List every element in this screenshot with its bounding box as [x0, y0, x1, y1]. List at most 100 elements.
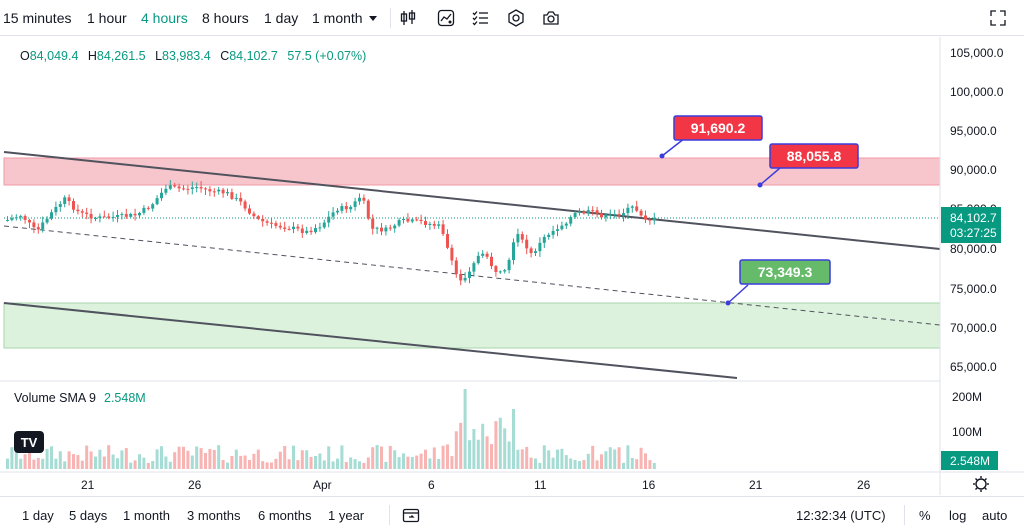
bottom-divider: [904, 505, 905, 525]
volume-bar: [459, 422, 463, 469]
volume-bar: [388, 445, 392, 469]
volume-bar: [529, 457, 533, 469]
timeframe-4h[interactable]: 4 hours: [141, 10, 188, 26]
timeframe-1h[interactable]: 1 hour: [87, 10, 127, 26]
candle-body: [485, 253, 489, 257]
volume-legend: Volume SMA 9 2.548M: [14, 391, 146, 405]
volume-bar: [318, 453, 322, 469]
auto-toggle[interactable]: auto: [982, 508, 1008, 523]
volume-bar: [564, 455, 568, 469]
volume-bar: [41, 458, 45, 469]
fullscreen-icon[interactable]: [988, 8, 1008, 28]
range-1d[interactable]: 1 day: [22, 508, 54, 523]
volume-bar: [327, 446, 331, 469]
candle-body: [463, 277, 467, 281]
volume-bar: [296, 460, 300, 469]
candles-icon[interactable]: [398, 8, 418, 28]
candle-body: [221, 189, 225, 194]
range-5d[interactable]: 5 days: [69, 508, 108, 523]
volume-bar: [353, 459, 357, 469]
candle-body: [151, 204, 155, 209]
candle-body: [384, 227, 388, 232]
settings-icon[interactable]: [506, 8, 526, 28]
timeframe-1d[interactable]: 1 day: [264, 10, 299, 26]
candle-body: [402, 218, 405, 221]
lower-trendline[interactable]: [3, 302, 738, 379]
timeframe-15m[interactable]: 15 minutes: [3, 10, 72, 26]
volume-bar: [463, 389, 467, 469]
volume-bar: [133, 460, 137, 469]
chart-area[interactable]: 105,000.0 100,000.0 95,000.0 90,000.0 85…: [0, 37, 1024, 495]
volume-bar: [278, 451, 282, 469]
callout-lower-red-text: 88,055.8: [787, 148, 842, 164]
timeframe-8h[interactable]: 8 hours: [202, 10, 249, 26]
volume-bar: [419, 453, 423, 469]
volume-bar: [358, 461, 361, 469]
volume-bar: [168, 461, 172, 469]
range-1y[interactable]: 1 year: [328, 508, 365, 523]
range-6m[interactable]: 6 months: [258, 508, 312, 523]
range-3m[interactable]: 3 months: [187, 508, 241, 523]
volume-bar: [190, 455, 194, 469]
candle-body: [498, 271, 502, 273]
volume-bar: [622, 462, 625, 469]
volume-title: Volume SMA 9: [14, 391, 96, 405]
percent-toggle[interactable]: %: [919, 508, 931, 523]
callout-lower-red[interactable]: 88,055.8: [757, 143, 859, 188]
volume-bar: [243, 455, 247, 469]
mid-trendline[interactable]: [3, 225, 941, 326]
date-axis-label: Apr: [313, 478, 332, 492]
volume-bar: [36, 457, 40, 469]
candle-body: [199, 187, 203, 189]
chart-settings-icon[interactable]: [973, 476, 989, 492]
volume-bar: [76, 455, 80, 469]
candle-body: [327, 216, 331, 223]
volume-bar: [613, 449, 617, 469]
volume-bar: [586, 453, 590, 469]
tradingview-logo[interactable]: TV: [14, 431, 44, 453]
price-axis-label: 65,000.0: [950, 360, 997, 374]
volume-bar: [322, 460, 326, 469]
candle-body: [124, 214, 128, 217]
candle-body: [371, 218, 375, 229]
log-toggle[interactable]: log: [949, 508, 967, 523]
volume-bar: [199, 448, 203, 469]
volume-bar: [23, 454, 27, 469]
volume-bar: [256, 449, 260, 469]
volume-bar: [639, 447, 643, 469]
date-axis-label: 26: [188, 478, 202, 492]
volume-bar: [534, 458, 537, 469]
chart-canvas[interactable]: 105,000.0 100,000.0 95,000.0 90,000.0 85…: [0, 37, 1024, 495]
candle-body: [204, 188, 207, 190]
candle-body: [340, 206, 344, 211]
candle-body: [538, 242, 542, 252]
range-1m[interactable]: 1 month: [123, 508, 170, 523]
volume-bar: [397, 457, 401, 469]
timeframe-1m[interactable]: 1 month: [312, 10, 363, 26]
bottom-toolbar: 1 day 5 days 1 month 3 months 6 months 1…: [0, 496, 1024, 532]
volume-bar: [54, 458, 58, 469]
volume-bar: [305, 450, 309, 469]
upper-trendline[interactable]: [3, 151, 941, 250]
volume-bar: [582, 460, 586, 469]
candle-body: [45, 218, 49, 223]
indicators-icon[interactable]: [436, 8, 456, 28]
volume-series: [6, 389, 656, 469]
close-value: 84,102.7: [229, 49, 278, 63]
volume-bar: [556, 449, 559, 469]
candle-body: [424, 221, 427, 225]
snapshot-icon[interactable]: [541, 8, 561, 28]
candle-body: [613, 214, 617, 216]
callout-green[interactable]: 73,349.3: [725, 259, 831, 306]
candle-body: [547, 234, 551, 238]
timeframe-dropdown[interactable]: 1 month: [312, 10, 377, 28]
compare-icon[interactable]: [471, 8, 491, 28]
goto-date-icon[interactable]: [401, 505, 421, 525]
candle-body: [459, 273, 463, 281]
candle-body: [344, 206, 348, 210]
clock-time[interactable]: 12:32:34 (UTC): [796, 508, 886, 523]
candle-body: [591, 210, 595, 212]
callout-upper-red[interactable]: 91,690.2: [659, 115, 763, 159]
volume-bar: [485, 436, 489, 469]
candle-body: [164, 188, 168, 193]
